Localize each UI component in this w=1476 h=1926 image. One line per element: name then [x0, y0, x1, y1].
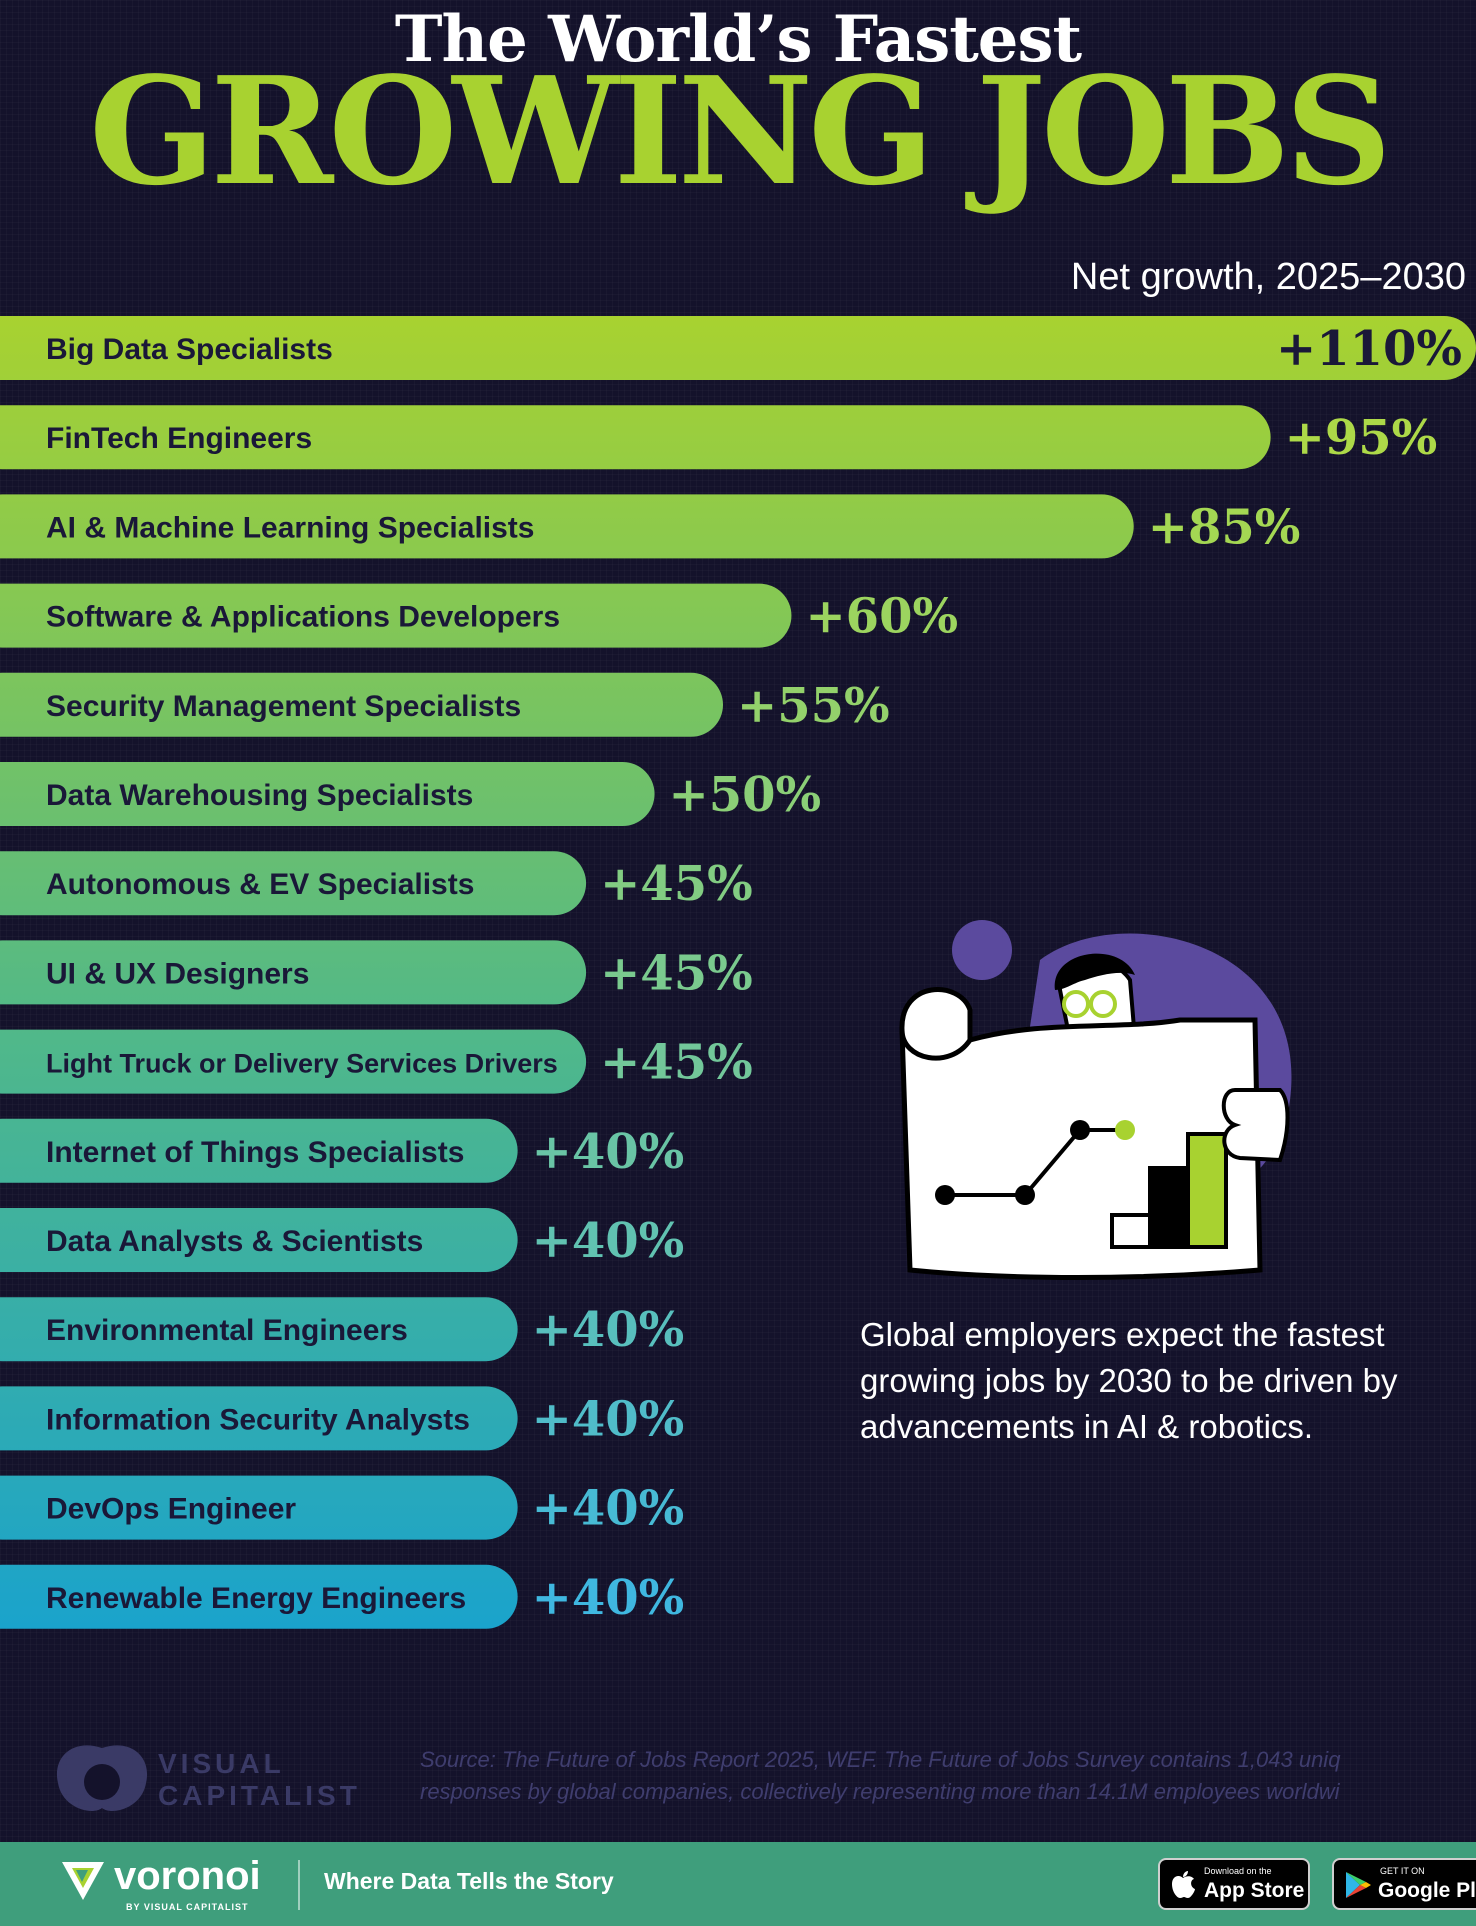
bar-value-label: +60% — [805, 589, 958, 645]
bar-label: UI & UX Designers — [46, 957, 309, 990]
visual-capitalist-wordmark: VISUAL CAPITALIST — [158, 1748, 378, 1812]
voronoi-subtitle: BY VISUAL CAPITALIST — [126, 1902, 249, 1912]
bar-value-label: +40% — [532, 1124, 685, 1180]
page-title: GROWING JOBS — [89, 44, 1392, 218]
bar-value-label: +45% — [600, 945, 753, 1001]
bar-value-label: +85% — [1148, 499, 1301, 555]
bar-label: Light Truck or Delivery Services Drivers — [46, 1049, 558, 1079]
bar-value-label: +50% — [669, 767, 822, 823]
tagline: Where Data Tells the Story — [324, 1868, 614, 1894]
bar — [0, 1208, 518, 1272]
bar-label: Big Data Specialists — [46, 333, 333, 366]
googleplay-big-text: Google Play — [1378, 1879, 1476, 1902]
bar-label: Security Management Specialists — [46, 690, 521, 723]
bar-value-label: +40% — [532, 1302, 685, 1358]
bar — [0, 851, 587, 916]
bar-label: Autonomous & EV Specialists — [46, 868, 474, 901]
bar-value-label: +110% — [1276, 321, 1462, 377]
footer-divider — [298, 1860, 300, 1910]
app-store-button[interactable]: Download on the App Store — [1158, 1858, 1310, 1910]
bar — [0, 494, 1134, 559]
title-top: The World’s Fastest — [394, 2, 1082, 77]
source-line2: responses by global companies, collectiv… — [420, 1779, 1340, 1804]
appstore-big-text: App Store — [1204, 1879, 1305, 1902]
vc-line2: CAPITALIST — [158, 1780, 361, 1811]
bar-label: Information Security Analysts — [46, 1403, 470, 1436]
bar-value-label: +40% — [532, 1213, 685, 1269]
bar-value-label: +45% — [600, 856, 753, 912]
bar-label: Data Warehousing Specialists — [46, 779, 473, 812]
bar-label: Data Analysts & Scientists — [46, 1225, 423, 1258]
bar-label: Renewable Energy Engineers — [46, 1582, 466, 1615]
bar-label: Internet of Things Specialists — [46, 1136, 464, 1169]
bar-label: Environmental Engineers — [46, 1314, 408, 1347]
google-play-icon — [1346, 1872, 1371, 1898]
annotation-text: Global employers expect the fastest grow… — [860, 1316, 1398, 1445]
bar — [0, 940, 587, 1005]
bar — [0, 316, 1476, 380]
chart-subtitle: Net growth, 2025–2030 — [1070, 256, 1466, 298]
bar-label: DevOps Engineer — [46, 1493, 296, 1526]
source-note: Source: The Future of Jobs Report 2025, … — [420, 1744, 1476, 1808]
bar — [0, 1564, 518, 1629]
bar-label: AI & Machine Learning Specialists — [46, 511, 534, 544]
visual-capitalist-logo-icon — [56, 1745, 148, 1811]
bar-value-label: +40% — [532, 1570, 685, 1626]
voronoi-logo-icon — [62, 1862, 104, 1900]
bar-label: FinTech Engineers — [46, 422, 312, 455]
bar — [0, 762, 655, 826]
voronoi-wordmark[interactable]: voronoi — [114, 1854, 261, 1898]
vc-line1: VISUAL — [158, 1748, 285, 1779]
appstore-small-text: Download on the — [1204, 1866, 1272, 1876]
bar — [0, 1029, 587, 1094]
bar-value-label: +40% — [532, 1481, 685, 1537]
bar-value-label: +55% — [737, 678, 890, 734]
footer-bar: voronoi BY VISUAL CAPITALIST Where Data … — [0, 1842, 1476, 1926]
bar — [0, 405, 1271, 470]
person-with-chart-illustration — [899, 920, 1292, 1280]
google-play-button[interactable]: GET IT ON Google Play — [1332, 1858, 1476, 1910]
bar — [0, 1118, 518, 1183]
bar — [0, 1475, 518, 1540]
source-line1: Source: The Future of Jobs Report 2025, … — [420, 1747, 1341, 1772]
bar — [0, 672, 723, 737]
apple-icon — [1172, 1871, 1195, 1898]
bar-value-label: +40% — [532, 1391, 685, 1447]
bar-label: Software & Applications Developers — [46, 601, 560, 634]
bar — [0, 1386, 518, 1451]
bar — [0, 1297, 518, 1362]
bar-value-label: +95% — [1285, 410, 1438, 466]
googleplay-small-text: GET IT ON — [1380, 1866, 1425, 1876]
bar-chart: Big Data Specialists +110% FinTech Enginee… — [0, 316, 1476, 1629]
bar-value-label: +45% — [600, 1035, 753, 1091]
bar — [0, 583, 792, 648]
